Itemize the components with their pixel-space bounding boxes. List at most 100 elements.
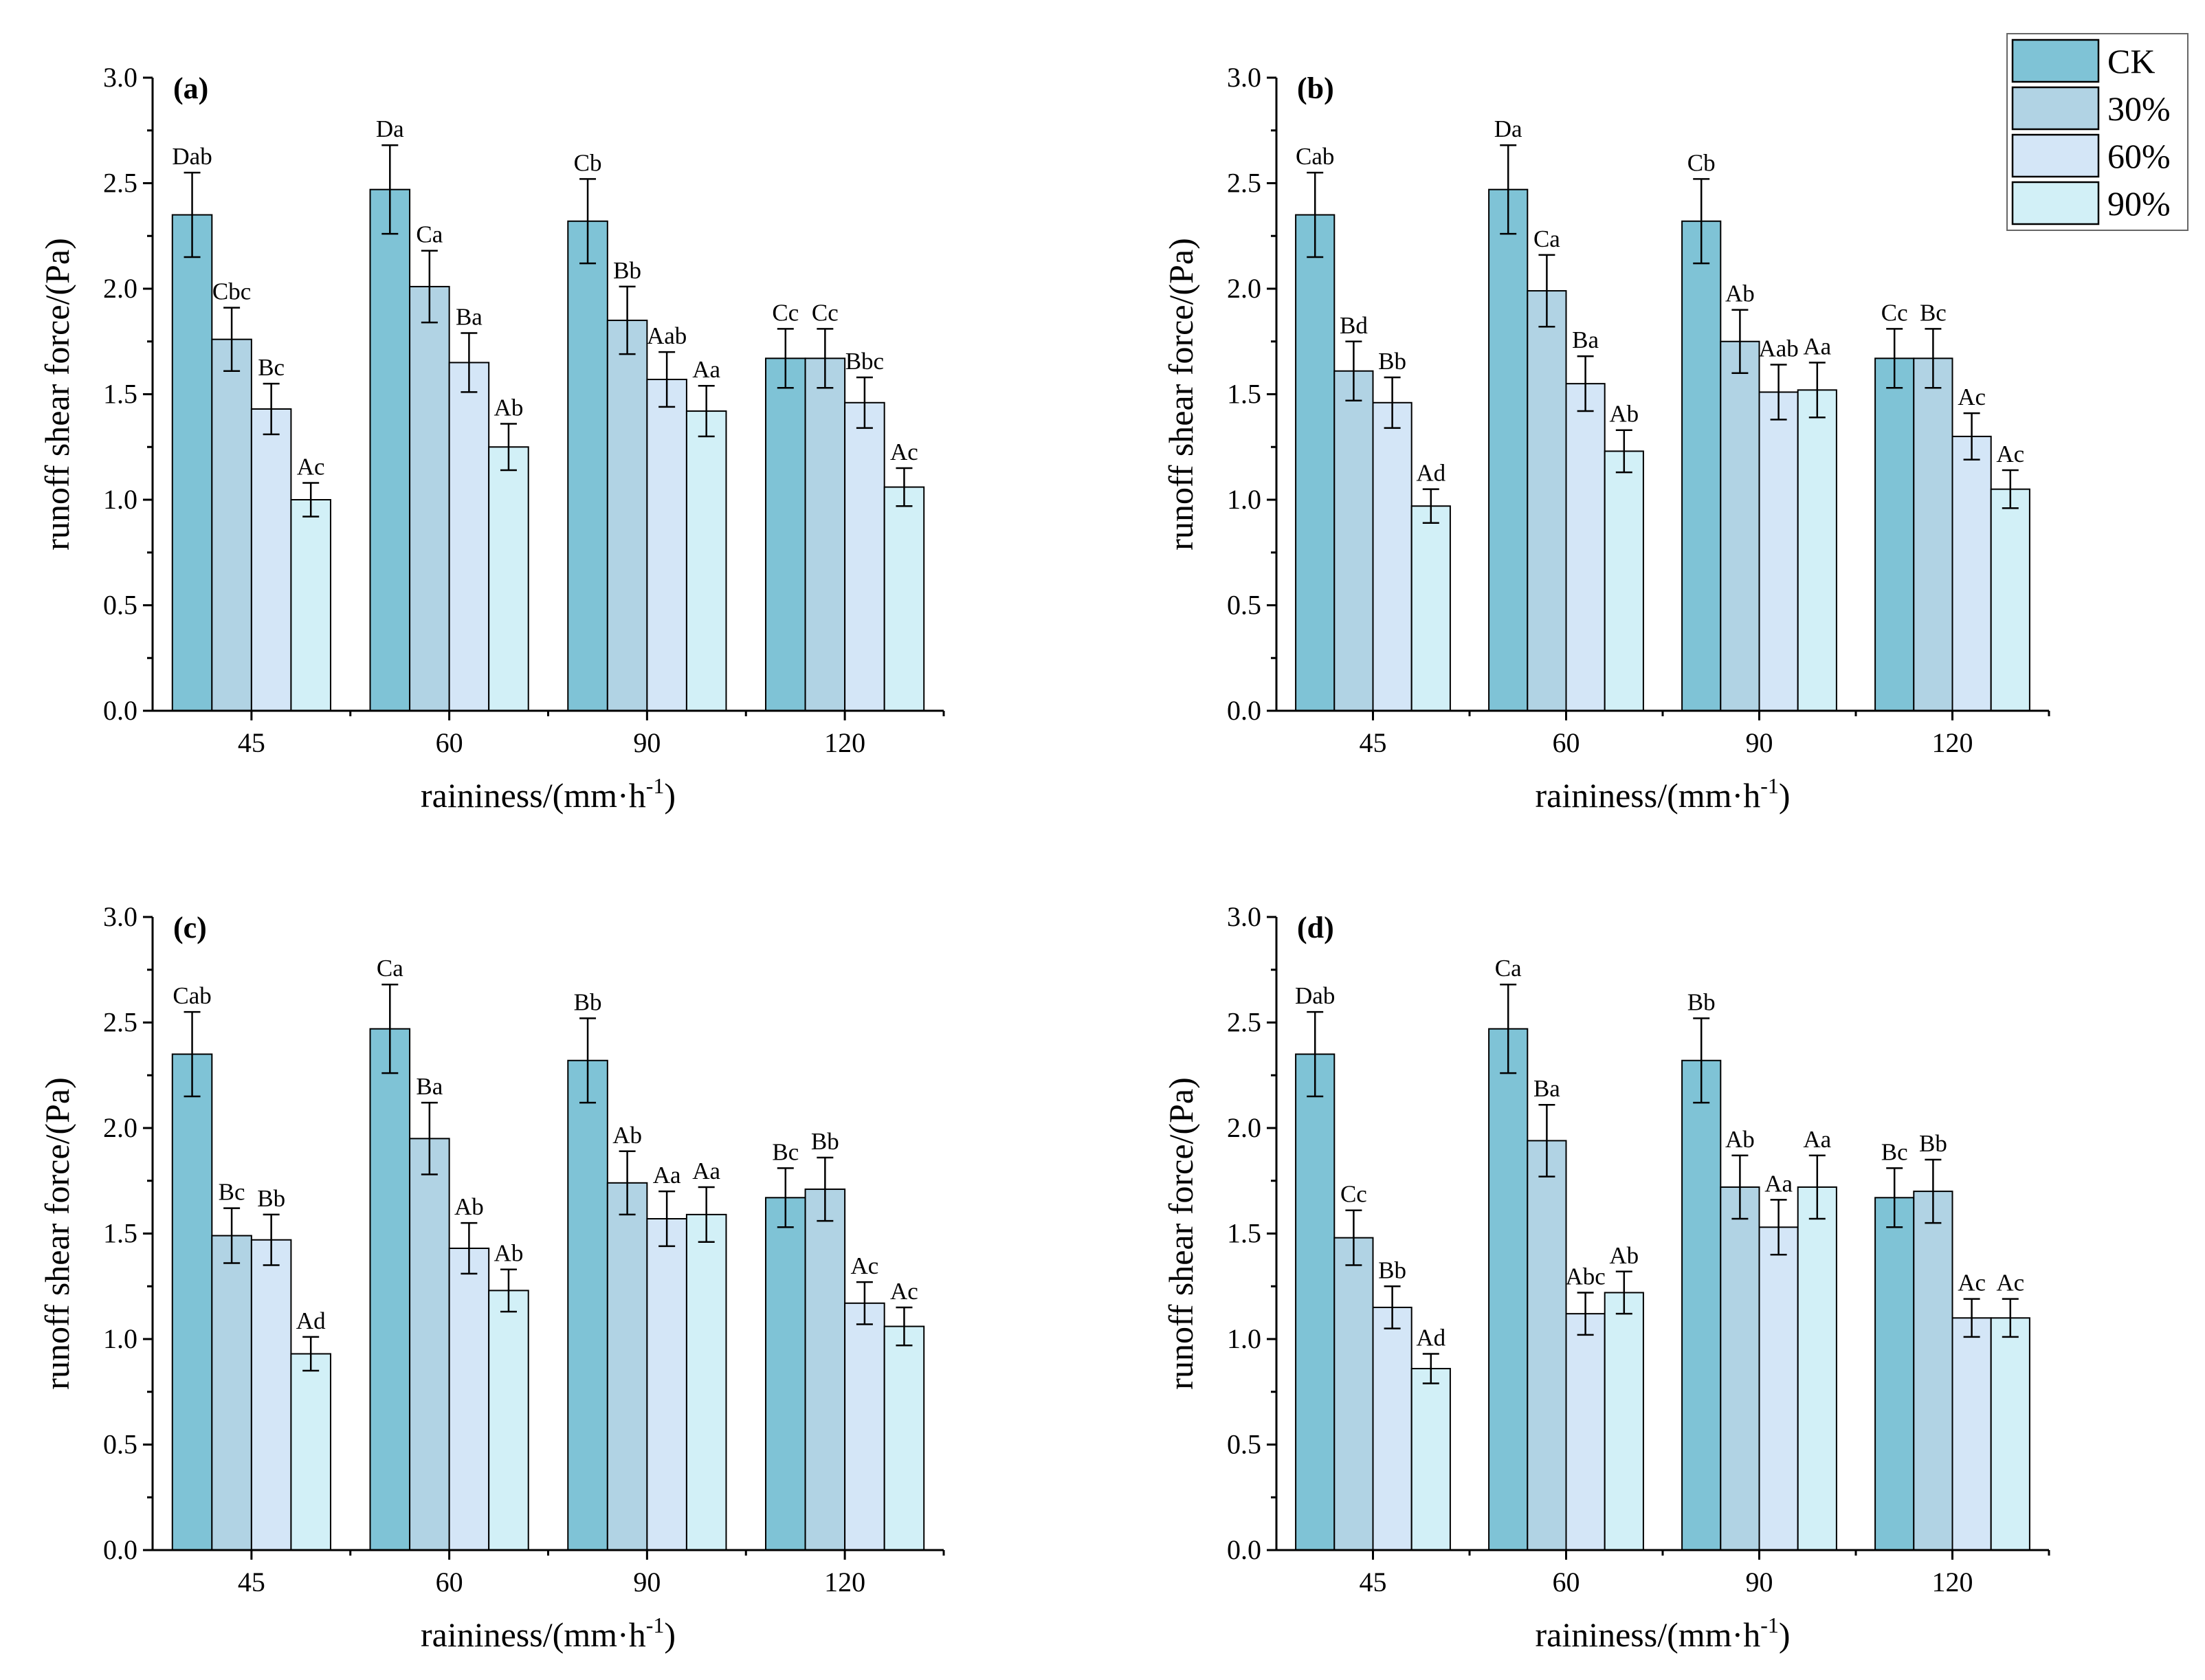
error-bar bbox=[1500, 144, 1517, 235]
error-bar bbox=[579, 178, 597, 265]
error-bar bbox=[421, 1101, 438, 1175]
x-tick-label: 60 bbox=[1553, 1567, 1580, 1598]
x-axis-title: raininess/(mm·h-1) bbox=[1535, 773, 1790, 815]
error-bar bbox=[302, 482, 320, 518]
y-tick-label: 2.0 bbox=[1227, 273, 1261, 304]
error-bar bbox=[1731, 309, 1749, 375]
bar-CK-90 bbox=[567, 220, 608, 711]
bar-30%-120 bbox=[804, 357, 846, 711]
significance-label: Ac bbox=[890, 1278, 918, 1305]
bar-60%-60 bbox=[448, 1247, 490, 1551]
error-bar bbox=[184, 171, 201, 258]
significance-label: Ac bbox=[850, 1252, 878, 1279]
bar-90%-60 bbox=[1604, 450, 1644, 711]
x-tick-label: 60 bbox=[436, 1567, 463, 1598]
bar-CK-45 bbox=[1295, 214, 1336, 711]
error-bar bbox=[1925, 328, 1942, 389]
bar-30%-90 bbox=[1720, 1186, 1760, 1551]
bar-CK-90 bbox=[1681, 220, 1722, 711]
x-tick-label: 90 bbox=[1746, 727, 1773, 758]
bar-60%-90 bbox=[1758, 1226, 1799, 1551]
bar-60%-120 bbox=[844, 401, 885, 712]
y-tick-label: 1.5 bbox=[1227, 1218, 1261, 1249]
bar-CK-120 bbox=[765, 1197, 806, 1551]
bar-30%-90 bbox=[1720, 340, 1760, 711]
legend-label: 90% bbox=[2107, 184, 2171, 223]
y-tick-label: 1.5 bbox=[1227, 379, 1261, 410]
significance-label: Ad bbox=[296, 1307, 326, 1334]
bar-30%-45 bbox=[211, 1235, 252, 1551]
significance-label: Da bbox=[1494, 115, 1522, 142]
bar-90%-45 bbox=[290, 499, 331, 711]
bar-CK-60 bbox=[369, 188, 411, 711]
significance-label: Dab bbox=[172, 143, 212, 170]
significance-label: Bbc bbox=[845, 348, 884, 375]
y-tick-label: 2.0 bbox=[103, 273, 137, 304]
significance-label: Aa bbox=[1764, 1170, 1793, 1197]
panel-label: (a) bbox=[173, 71, 208, 105]
y-tick-label: 0.5 bbox=[103, 590, 137, 621]
x-tick-label: 60 bbox=[436, 727, 463, 758]
significance-label: Ab bbox=[1609, 1242, 1639, 1269]
bar-30%-120 bbox=[1913, 357, 1953, 711]
bar-90%-120 bbox=[1990, 1317, 2030, 1551]
y-tick-label: 0.0 bbox=[103, 1534, 137, 1565]
x-tick-label: 45 bbox=[1360, 727, 1387, 758]
significance-label: Ba bbox=[1533, 1075, 1560, 1102]
significance-label: Bc bbox=[1920, 299, 1947, 326]
y-axis-title: runoff shear force/(Pa) bbox=[1162, 1077, 1200, 1389]
bar-30%-45 bbox=[1333, 1237, 1374, 1551]
error-bar bbox=[856, 376, 873, 429]
error-bar bbox=[1886, 1167, 1903, 1228]
x-tick-label: 120 bbox=[824, 727, 865, 758]
error-bar bbox=[1538, 1103, 1555, 1178]
y-tick-label: 1.0 bbox=[103, 484, 137, 515]
legend-item: 30% bbox=[2011, 86, 2171, 131]
bar-30%-90 bbox=[606, 320, 648, 711]
significance-label: Aab bbox=[1758, 335, 1798, 362]
error-bar bbox=[1500, 983, 1517, 1074]
y-tick-label: 2.5 bbox=[103, 1007, 137, 1038]
y-tick-label: 1.0 bbox=[1227, 1323, 1261, 1354]
y-tick-label: 1.5 bbox=[103, 1218, 137, 1249]
y-axis-title: runoff shear force/(Pa) bbox=[38, 1077, 76, 1389]
significance-label: Aa bbox=[692, 356, 720, 383]
significance-label: Ad bbox=[1416, 460, 1445, 487]
x-tick-label: 45 bbox=[1360, 1567, 1387, 1598]
error-bar bbox=[1693, 1017, 1710, 1104]
bar-90%-90 bbox=[1797, 1186, 1837, 1551]
x-tick-label: 45 bbox=[238, 1567, 265, 1598]
error-bar bbox=[1693, 178, 1710, 265]
y-tick-label: 3.0 bbox=[103, 901, 137, 932]
significance-label: Bb bbox=[1687, 988, 1716, 1015]
bar-CK-60 bbox=[1488, 188, 1529, 711]
y-tick-label: 2.5 bbox=[103, 168, 137, 199]
bar-90%-45 bbox=[1410, 505, 1451, 712]
error-bar bbox=[184, 1010, 201, 1098]
bar-60%-90 bbox=[646, 379, 687, 711]
significance-label: Bc bbox=[258, 354, 285, 381]
significance-label: Bd bbox=[1340, 312, 1368, 339]
bar-60%-45 bbox=[1372, 401, 1412, 712]
bar-CK-45 bbox=[171, 214, 213, 711]
error-bar bbox=[777, 1167, 794, 1228]
panel-label: (c) bbox=[173, 911, 207, 944]
bar-60%-120 bbox=[844, 1302, 885, 1551]
bar-CK-90 bbox=[567, 1059, 608, 1551]
error-bar bbox=[817, 328, 834, 389]
significance-label: Ba bbox=[456, 303, 483, 330]
error-bar bbox=[1808, 362, 1826, 419]
bar-60%-60 bbox=[448, 362, 490, 711]
error-bar bbox=[1963, 412, 1980, 461]
significance-label: Cb bbox=[1687, 149, 1716, 176]
bar-60%-45 bbox=[250, 1239, 292, 1551]
significance-label: Ca bbox=[416, 221, 443, 248]
bar-30%-60 bbox=[1527, 1140, 1567, 1551]
significance-label: Ac bbox=[890, 439, 918, 465]
chart-panel-d: Dab Ca Bb Bc Cc Ba Ab Bb Bb Abc Aa Ac Ad Ab Aa Ac 0.0 0.5… bbox=[1162, 901, 2050, 1654]
bar-30%-60 bbox=[409, 285, 450, 711]
significance-label: Bb bbox=[257, 1185, 285, 1212]
bar-30%-45 bbox=[1333, 370, 1374, 711]
error-bar bbox=[1577, 1292, 1594, 1336]
